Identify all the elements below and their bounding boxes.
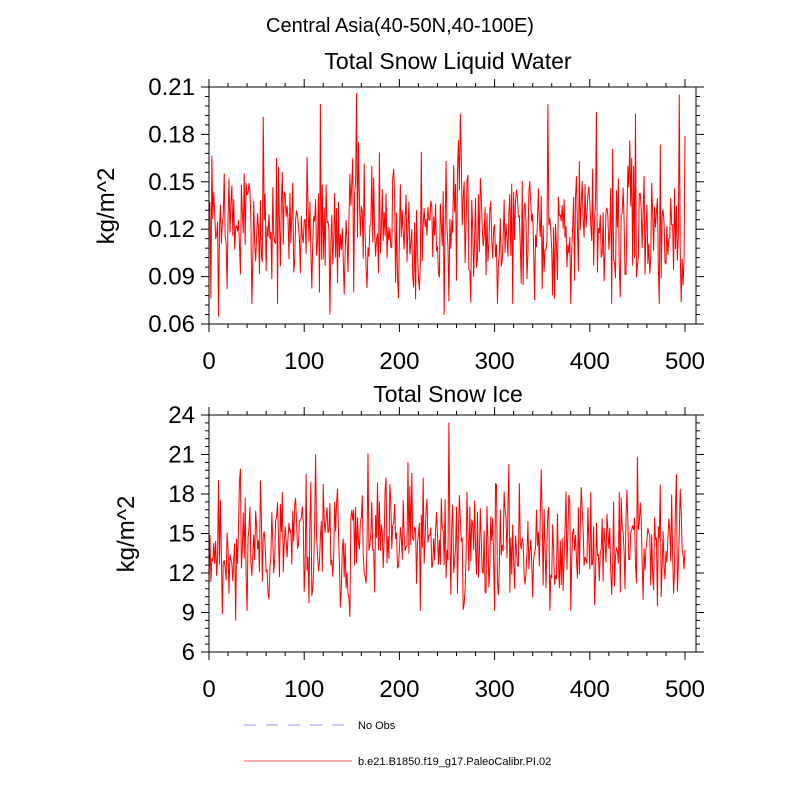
y-axis-label: kg/m^2: [113, 496, 140, 573]
x-tick-label: 300: [475, 348, 515, 375]
plot-frame: [208, 86, 697, 325]
y-tick-label: 0.18: [148, 121, 195, 148]
series-layer: [208, 422, 686, 621]
y-tick-label: 6: [182, 639, 195, 666]
y-tick-label: 9: [182, 600, 195, 627]
y-tick-label: 21: [168, 442, 195, 469]
y-tick-label: 18: [168, 481, 195, 508]
x-tick-label: 500: [665, 676, 705, 703]
x-tick-label: 300: [475, 676, 515, 703]
y-tick-label: 0.15: [148, 169, 195, 196]
x-tick-label: 100: [284, 676, 324, 703]
x-tick-label: 400: [570, 348, 610, 375]
y-tick-label: 0.06: [148, 311, 195, 338]
legend: No Obs b.e21.B1850.f19_g17.PaleoCalibr.P…: [244, 720, 551, 768]
panel-snow-ice: Total Snow Ice kg/m^2 0 100 200 300 400 500 6 9…: [113, 381, 705, 703]
panel-title: Total Snow Ice: [373, 381, 523, 407]
x-tick-label: 200: [379, 348, 419, 375]
x-tick-label: 200: [379, 676, 419, 703]
legend-label-no-obs: No Obs: [358, 720, 396, 732]
axis-ticks: [201, 407, 704, 660]
tick-labels: 0 100 200 300 400 500 6 9 12 15 18 21 24: [168, 402, 705, 703]
y-axis-label: kg/m^2: [93, 168, 120, 245]
x-tick-label: 100: [284, 348, 324, 375]
x-tick-label: 0: [202, 676, 215, 703]
x-tick-label: 0: [202, 348, 215, 375]
axis-ticks: [201, 79, 704, 332]
y-tick-label: 24: [168, 402, 195, 429]
series-line: [208, 92, 686, 317]
y-tick-label: 15: [168, 521, 195, 548]
panel-snow-liquid-water: Total Snow Liquid Water kg/m^2 0 100 200 30…: [93, 48, 705, 375]
y-tick-label: 0.12: [148, 216, 195, 243]
x-tick-label: 400: [570, 676, 610, 703]
plot-frame: [208, 414, 697, 653]
tick-labels: 0 100 200 300 400 500 0.06 0.09 0.12 0.15 0.18 0.21: [148, 74, 705, 375]
panel-title: Total Snow Liquid Water: [324, 48, 572, 74]
y-tick-label: 0.21: [148, 74, 195, 101]
y-tick-label: 12: [168, 560, 195, 587]
figure-suptitle: Central Asia(40-50N,40-100E): [266, 15, 534, 37]
x-tick-label: 500: [665, 348, 705, 375]
legend-label-model: b.e21.B1850.f19_g17.PaleoCalibr.PI.02: [358, 756, 551, 768]
series-layer: [208, 92, 686, 317]
y-tick-label: 0.09: [148, 264, 195, 291]
series-line: [208, 422, 686, 621]
